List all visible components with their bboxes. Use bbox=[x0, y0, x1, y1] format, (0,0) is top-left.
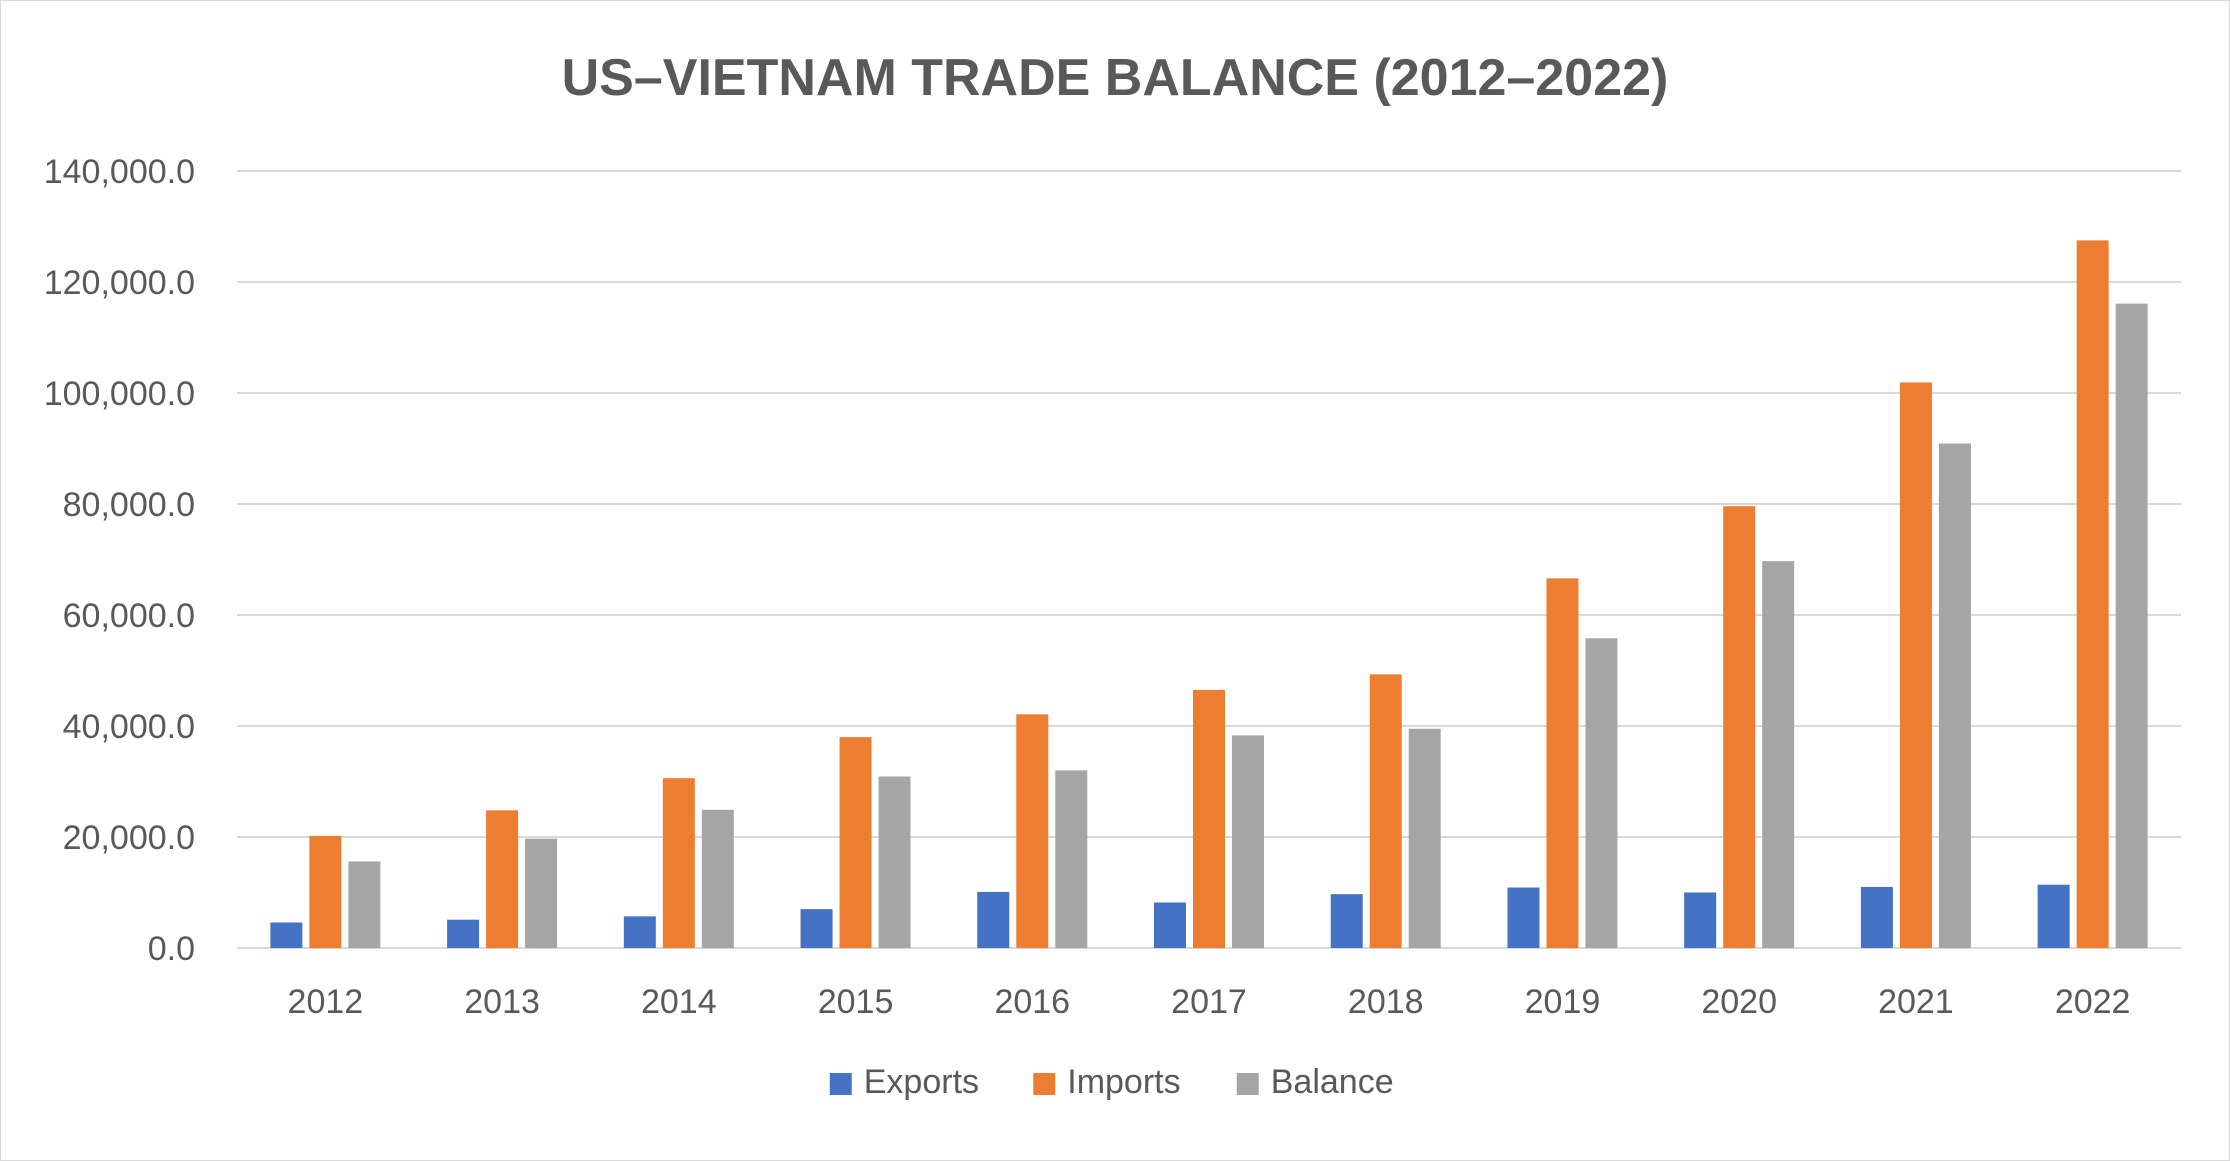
y-tick-label: 0.0 bbox=[148, 930, 195, 968]
x-tick-label: 2013 bbox=[464, 983, 540, 1021]
bar-imports-2013 bbox=[486, 810, 519, 948]
bar-balance-2020 bbox=[1762, 561, 1795, 948]
bar-exports-2018 bbox=[1330, 894, 1363, 948]
x-tick-label: 2021 bbox=[1878, 983, 1954, 1021]
y-tick-label: 140,000.0 bbox=[44, 153, 195, 191]
bar-imports-2022 bbox=[2076, 240, 2109, 948]
x-tick-label: 2012 bbox=[288, 983, 364, 1021]
bar-balance-2017 bbox=[1232, 735, 1264, 948]
bar-balance-2012 bbox=[348, 861, 381, 948]
bar-balance-2021 bbox=[1938, 443, 1971, 948]
x-tick-label: 2016 bbox=[994, 983, 1070, 1021]
y-tick-label: 20,000.0 bbox=[63, 819, 195, 857]
y-tick-label: 100,000.0 bbox=[44, 375, 195, 413]
bar-balance-2016 bbox=[1055, 770, 1088, 948]
bar-imports-2017 bbox=[1193, 689, 1225, 948]
bar-balance-2015 bbox=[878, 776, 911, 948]
legend-swatch-exports bbox=[829, 1073, 852, 1095]
bar-exports-2015 bbox=[800, 909, 833, 948]
bar-imports-2020 bbox=[1723, 506, 1756, 948]
bar-imports-2021 bbox=[1899, 382, 1932, 949]
bar-exports-2014 bbox=[623, 916, 656, 948]
x-tick-label: 2018 bbox=[1348, 983, 1424, 1021]
bar-imports-2018 bbox=[1369, 674, 1402, 948]
bar-exports-2013 bbox=[447, 919, 480, 948]
bar-exports-2019 bbox=[1507, 887, 1540, 948]
bar-imports-2015 bbox=[839, 737, 872, 948]
legend-swatch-imports bbox=[1033, 1073, 1056, 1095]
y-tick-label: 80,000.0 bbox=[63, 486, 195, 524]
legend: Exports Imports Balance bbox=[829, 1063, 1394, 1101]
x-tick-label: 2019 bbox=[1525, 983, 1601, 1021]
x-tick-label: 2014 bbox=[641, 983, 717, 1021]
y-tick-label: 60,000.0 bbox=[63, 597, 195, 635]
x-tick-label: 2020 bbox=[1701, 983, 1777, 1021]
bar-balance-2022 bbox=[2115, 303, 2148, 948]
bar-exports-2016 bbox=[977, 891, 1010, 948]
bar-exports-2022 bbox=[2037, 884, 2070, 948]
x-axis-ticks: 2012 2013 2014 2015 2016 2017 2018 2019 2020 2021… bbox=[288, 983, 2131, 1021]
x-tick-label: 2022 bbox=[2055, 983, 2131, 1021]
bar-imports-2014 bbox=[662, 778, 695, 948]
bar-exports-2017 bbox=[1154, 902, 1186, 948]
bar-exports-2021 bbox=[1860, 886, 1893, 948]
bar-balance-2018 bbox=[1408, 728, 1441, 948]
bar-balance-2013 bbox=[525, 838, 558, 948]
legend-label-exports: Exports bbox=[864, 1063, 979, 1101]
bar-imports-2019 bbox=[1546, 578, 1579, 948]
bar-imports-2012 bbox=[309, 835, 342, 948]
chart-title: US–VIETNAM TRADE BALANCE (2012–2022) bbox=[562, 49, 1669, 107]
x-tick-label: 2017 bbox=[1171, 983, 1247, 1021]
legend-swatch-balance bbox=[1236, 1073, 1259, 1095]
bar-balance-2019 bbox=[1585, 638, 1618, 948]
bar-imports-2016 bbox=[1016, 714, 1049, 948]
legend-label-imports: Imports bbox=[1067, 1063, 1180, 1101]
x-tick-label: 2015 bbox=[818, 983, 894, 1021]
y-tick-label: 40,000.0 bbox=[63, 708, 195, 746]
bar-balance-2014 bbox=[701, 809, 734, 948]
y-axis-ticks: 0.0 20,000.0 40,000.0 60,000.0 80,000.0 100,0… bbox=[44, 153, 195, 968]
y-tick-label: 120,000.0 bbox=[44, 264, 195, 302]
bars bbox=[270, 240, 2148, 949]
legend-label-balance: Balance bbox=[1271, 1063, 1394, 1101]
bar-exports-2020 bbox=[1684, 892, 1717, 948]
bar-exports-2012 bbox=[270, 922, 303, 948]
